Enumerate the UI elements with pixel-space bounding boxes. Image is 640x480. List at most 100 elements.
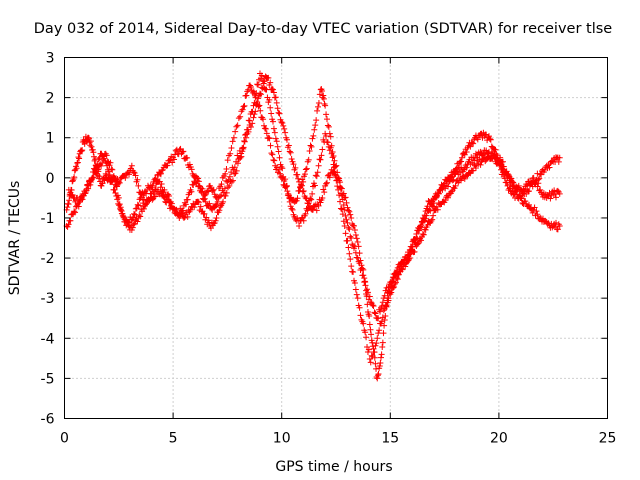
data-point <box>270 125 277 132</box>
data-point <box>422 215 429 222</box>
data-point <box>220 198 227 205</box>
data-point <box>461 175 468 182</box>
data-point <box>113 182 120 189</box>
data-point <box>508 175 515 182</box>
data-point <box>354 239 361 246</box>
data-point <box>95 166 102 173</box>
data-point <box>182 201 189 208</box>
data-point <box>247 123 254 130</box>
data-point <box>385 284 392 291</box>
data-point <box>106 162 113 169</box>
data-point <box>84 182 91 189</box>
data-point <box>300 217 307 224</box>
data-point <box>378 318 385 325</box>
data-point <box>294 195 301 202</box>
data-point <box>191 174 198 181</box>
data-point <box>288 205 295 212</box>
data-point <box>505 171 512 178</box>
data-point <box>216 207 223 214</box>
data-point <box>243 131 250 138</box>
data-point <box>378 303 385 310</box>
data-point <box>380 330 387 337</box>
data-point <box>173 206 180 213</box>
data-point <box>135 202 142 209</box>
data-point <box>533 208 540 215</box>
data-point <box>323 111 330 118</box>
data-point <box>363 334 370 341</box>
data-points <box>63 70 563 382</box>
data-point <box>297 181 304 188</box>
data-point <box>353 291 360 298</box>
data-point <box>71 208 78 215</box>
data-point <box>220 189 227 196</box>
data-point <box>237 154 244 161</box>
data-point <box>108 166 115 173</box>
data-point <box>483 131 490 138</box>
data-point <box>106 171 113 178</box>
data-point <box>305 205 312 212</box>
data-point <box>137 213 144 220</box>
data-point <box>69 191 76 198</box>
y-tick-label: -5 <box>41 371 55 387</box>
data-point <box>529 209 536 216</box>
data-point <box>67 217 74 224</box>
data-point <box>65 201 72 208</box>
data-point <box>555 158 562 165</box>
data-point <box>313 207 320 214</box>
data-point <box>343 216 350 223</box>
data-point <box>267 142 274 149</box>
data-point <box>374 375 381 382</box>
data-point <box>315 162 322 169</box>
data-point <box>306 147 313 154</box>
data-point <box>376 327 383 334</box>
data-point <box>143 190 150 197</box>
data-point <box>368 331 375 338</box>
data-point <box>153 177 160 184</box>
data-point <box>500 163 507 170</box>
data-point <box>372 360 379 367</box>
data-point <box>467 143 474 150</box>
data-point <box>348 214 355 221</box>
data-point <box>99 180 106 187</box>
data-point <box>268 110 275 117</box>
data-point <box>235 115 242 122</box>
data-point <box>257 107 264 114</box>
data-point <box>241 138 248 145</box>
data-point <box>457 169 464 176</box>
data-point <box>445 178 452 185</box>
y-axis-label: SDTVAR / TECUs <box>7 181 23 296</box>
data-point <box>118 207 125 214</box>
data-point <box>337 205 344 212</box>
data-point <box>90 149 97 156</box>
data-point <box>531 204 538 211</box>
data-point <box>72 166 79 173</box>
data-point <box>366 355 373 362</box>
data-point <box>315 99 322 106</box>
data-point <box>347 211 354 218</box>
data-point <box>351 243 358 250</box>
data-point <box>307 195 314 202</box>
data-point <box>79 196 86 203</box>
data-point <box>552 219 559 226</box>
data-point <box>283 136 290 143</box>
data-point <box>95 156 102 163</box>
data-point <box>224 157 231 164</box>
data-point <box>372 342 379 349</box>
data-point <box>247 82 254 89</box>
data-point <box>275 109 282 116</box>
data-point <box>554 226 561 233</box>
data-point <box>347 256 354 263</box>
data-point <box>287 149 294 156</box>
y-tick-label: 0 <box>46 171 55 187</box>
data-point <box>65 186 72 193</box>
data-point <box>301 171 308 178</box>
data-point <box>260 116 267 123</box>
data-point <box>534 183 541 190</box>
data-point <box>362 278 369 285</box>
data-point <box>351 226 358 233</box>
data-point <box>226 173 233 180</box>
data-point <box>525 201 532 208</box>
data-point <box>246 117 253 124</box>
data-point <box>418 224 425 231</box>
